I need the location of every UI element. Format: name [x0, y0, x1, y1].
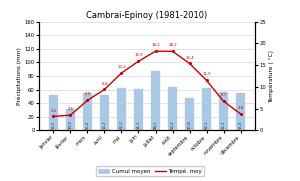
Text: 52,5: 52,5: [52, 121, 56, 129]
Bar: [134, 89, 143, 130]
Bar: [151, 71, 160, 130]
Text: 30,9: 30,9: [68, 121, 73, 129]
Title: Cambrai-Epinoy (1981-2010): Cambrai-Epinoy (1981-2010): [86, 10, 208, 20]
Text: 63,2: 63,2: [170, 121, 175, 129]
Bar: [219, 92, 228, 130]
Text: 18,2: 18,2: [168, 43, 177, 47]
Bar: [66, 109, 75, 130]
Text: 6,7: 6,7: [220, 93, 226, 97]
Text: 62,1: 62,1: [205, 121, 208, 129]
Text: 18,2: 18,2: [151, 43, 160, 47]
Bar: [185, 98, 194, 130]
Y-axis label: Précipitations (mm): Précipitations (mm): [16, 47, 22, 105]
Y-axis label: Température ( °C): Température ( °C): [269, 50, 274, 102]
Bar: [202, 88, 211, 130]
Text: 47,8: 47,8: [188, 121, 191, 129]
Text: 9,4: 9,4: [101, 82, 108, 86]
Text: 3,5: 3,5: [68, 107, 74, 111]
Text: 11,5: 11,5: [202, 72, 211, 76]
Bar: [49, 95, 58, 130]
Bar: [117, 88, 126, 130]
Text: 13,2: 13,2: [117, 65, 126, 69]
Text: 56,3: 56,3: [221, 121, 226, 129]
Text: 3,2: 3,2: [50, 109, 57, 113]
Text: 55,2: 55,2: [85, 121, 89, 129]
Bar: [168, 87, 177, 130]
Text: 88,1: 88,1: [154, 121, 158, 129]
Bar: [83, 93, 92, 130]
Text: 61,1: 61,1: [136, 121, 140, 129]
Text: 62,3: 62,3: [119, 121, 124, 129]
Text: 15,4: 15,4: [185, 56, 194, 60]
Text: 6,9: 6,9: [84, 92, 91, 96]
Text: 3,8: 3,8: [237, 106, 244, 110]
Text: 15,9: 15,9: [134, 53, 143, 57]
Bar: [236, 93, 245, 130]
Legend: Cumul moyen, Tempé. moy: Cumul moyen, Tempé. moy: [96, 167, 204, 176]
Bar: [100, 95, 109, 130]
Text: 55,3: 55,3: [238, 121, 242, 129]
Text: 52,2: 52,2: [103, 121, 106, 129]
